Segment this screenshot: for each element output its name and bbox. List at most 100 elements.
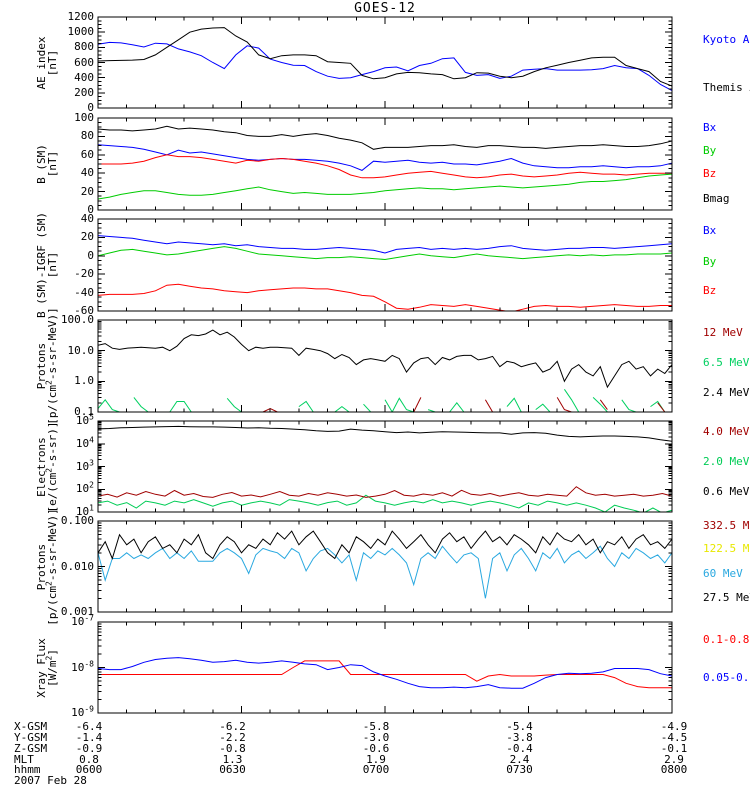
legend-2-4-mev: 2.4 MeV — [703, 385, 750, 399]
plot-title: GOES-12 — [354, 1, 416, 16]
legend-6-5-mev: 6.5 MeV — [703, 356, 750, 370]
footer-row-label-mlt: MLT — [14, 752, 34, 766]
legend-kyoto-ae: Kyoto AE — [703, 32, 750, 46]
axes-protons-low — [97, 520, 673, 613]
ytick-label-protons-low: 0.010 — [60, 559, 94, 573]
ytick-label-b-sm-igrf: 0 — [87, 248, 94, 262]
series-by — [98, 173, 672, 200]
ytick-label-b-sm: 20 — [80, 184, 94, 198]
footer-value-mlt: 0.8 — [79, 752, 99, 766]
footer-value-y-gsm: -4.5 — [660, 731, 688, 744]
legend-bz: Bz — [703, 167, 717, 181]
footer-value-mlt: 1.9 — [366, 752, 386, 766]
ytick-label-electrons: 102 — [75, 480, 94, 496]
ytick-label-protons-low: 0.100 — [60, 514, 94, 527]
series-0-1-0-8-nm — [98, 660, 672, 689]
footer-value-hhmm: 0630 — [219, 763, 246, 776]
footer-value-x-gsm: -5.8 — [362, 720, 390, 733]
ytick-label-protons-high: 0.1 — [74, 405, 94, 418]
ytick-label-b-sm: 60 — [80, 147, 94, 161]
series-group-xray-flux — [98, 657, 672, 689]
footer-row-label-hhmm: hhmm — [14, 763, 41, 776]
series-bx — [98, 235, 672, 254]
footer-value-y-gsm: -1.4 — [75, 731, 103, 744]
ytick-label-b-sm-igrf: -40 — [74, 285, 94, 299]
legend-bmag: Bmag — [703, 191, 730, 205]
series-6-5-mev — [563, 389, 580, 412]
ylabel-protons-low: Protons [p/(cm2-s-sr-MeV)] — [35, 507, 59, 626]
legend-4-0-mev: 4.0 MeV — [703, 424, 750, 438]
series-group-electrons — [98, 425, 672, 512]
ylabel-ae-index: AE index [nT] — [35, 36, 59, 89]
legend-12-mev: 12 MeV — [703, 325, 743, 339]
series-group-b-sm-igrf — [98, 235, 672, 311]
series-6-5-mev — [506, 397, 522, 412]
ytick-label-protons-low: 0.001 — [60, 605, 94, 618]
legend-332-5-mev: 332.5 MeV — [703, 519, 750, 533]
axes-ae-index — [97, 16, 673, 109]
ylabel-xray-flux: Xray Flux [W/m2] — [35, 637, 59, 698]
footer-value-z-gsm: -0.4 — [506, 742, 533, 755]
ytick-label-ae-index: 800 — [74, 40, 94, 54]
legend-by: By — [703, 144, 717, 158]
series-6-5-mev — [535, 403, 551, 412]
ytick-label-b-sm: 0 — [87, 203, 94, 216]
footer-value-x-gsm: -6.4 — [75, 720, 103, 733]
footer-value-z-gsm: -0.6 — [362, 742, 390, 755]
series-group-protons-high — [98, 329, 672, 412]
series-0-05-0-3-nm — [98, 657, 672, 689]
legend-bx: Bx — [703, 121, 717, 135]
footer-value-hhmm: 0700 — [362, 763, 390, 776]
footer-value-y-gsm: -3.8 — [506, 731, 533, 744]
footer-value-mlt: 2.9 — [664, 752, 684, 766]
ytick-label-protons-high: 10.0 — [67, 343, 95, 357]
footer-value-hhmm: 0600 — [75, 763, 103, 776]
series-12-mev — [484, 399, 494, 412]
legend-bz: Bz — [703, 283, 717, 297]
legend-0-05-0-3-nm: 0.05-0.3 nm — [703, 671, 750, 685]
series-kyoto-ae — [98, 41, 672, 92]
series-6-5-mev — [621, 399, 637, 412]
footer-value-mlt: 1.3 — [222, 752, 243, 766]
date-label: 2007 Feb 28 — [14, 774, 87, 787]
series-bx — [98, 144, 672, 171]
footer-row-label-x-gsm: X-GSM — [14, 720, 48, 733]
footer-row-label-z-gsm: Z-GSM — [14, 742, 48, 755]
legend-0-1-0-8-nm: 0.1-0.8 nm — [703, 633, 750, 647]
series-27-5-mev — [98, 530, 672, 560]
series-6-5-mev — [334, 405, 350, 412]
ytick-label-electrons: 101 — [75, 503, 94, 518]
series-6-5-mev — [226, 397, 249, 412]
legend-by: By — [703, 255, 717, 269]
axes-b-sm — [97, 117, 673, 211]
footer-value-x-gsm: -4.9 — [660, 720, 688, 733]
series-group-ae-index — [98, 27, 672, 92]
ylabel-b-sm-igrf: B (SM)-IGRF (SM) [nT] — [35, 212, 59, 318]
legend-122-5-mev: 122.5 MeV — [703, 542, 750, 556]
ytick-label-b-sm: 80 — [80, 129, 94, 143]
ytick-label-b-sm-igrf: 40 — [80, 212, 94, 225]
series-12-mev — [657, 402, 666, 412]
legend-themis-ae: Themis AE — [703, 80, 750, 94]
series-by — [98, 246, 672, 261]
legend-27-5-mev: 27.5 MeV — [703, 591, 750, 605]
ytick-label-b-sm-igrf: -20 — [74, 267, 94, 281]
series-2-0-mev — [98, 494, 672, 512]
footer-value-z-gsm: -0.9 — [75, 742, 103, 755]
series-2-4-mev — [98, 329, 672, 389]
footer-value-z-gsm: -0.8 — [219, 742, 246, 755]
series-group-protons-low — [98, 530, 672, 599]
ytick-label-electrons: 105 — [75, 412, 94, 427]
footer-value-y-gsm: -2.2 — [219, 731, 246, 744]
series-60-mev — [98, 545, 672, 599]
ylabel-protons-high: Protons [p/(cm2-s-sr-MeV)] — [35, 307, 59, 425]
ytick-label-xray-flux: 10-7 — [71, 613, 94, 628]
footer-row-label-y-gsm: Y-GSM — [14, 731, 48, 744]
series-6-5-mev — [363, 403, 372, 412]
ytick-label-xray-flux: 10-9 — [71, 704, 94, 719]
series-bmag — [98, 125, 672, 150]
ylabel-electrons: Electrons [e/(cm2-s-sr)] — [35, 421, 59, 512]
ytick-label-ae-index: 1200 — [67, 10, 95, 23]
series-6-5-mev — [384, 397, 414, 412]
